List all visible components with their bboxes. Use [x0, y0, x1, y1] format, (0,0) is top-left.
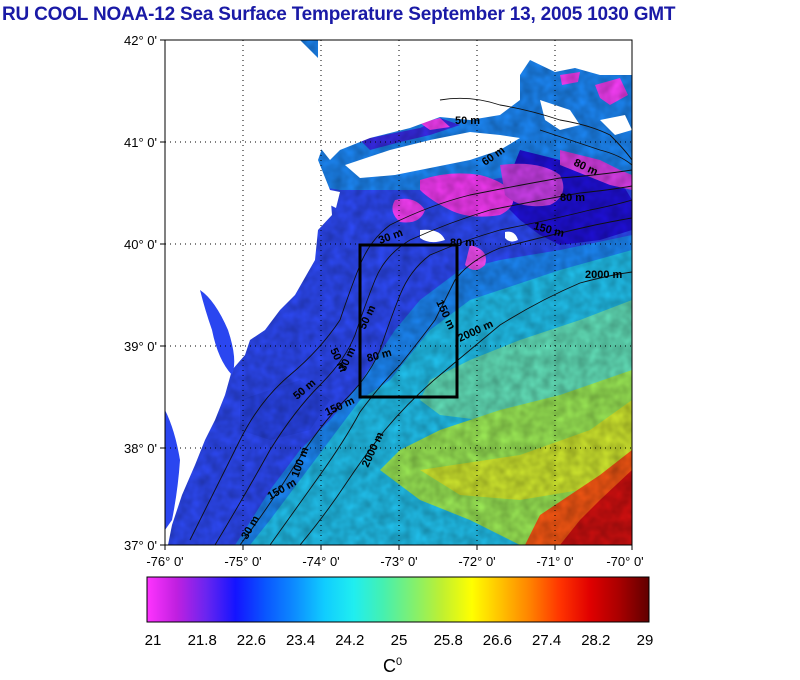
land-long-island: [345, 132, 520, 178]
contour-shelf-north: [439, 97, 632, 161]
land-marthas-vineyard: [540, 100, 580, 130]
lat-label: 37° 0': [124, 538, 157, 553]
lat-label: 38° 0': [124, 441, 157, 456]
land-nantucket: [600, 115, 632, 135]
colorbar-tick-label: 29: [637, 632, 654, 649]
contour-shelf-north-2: [539, 129, 632, 166]
lat-label: 41° 0': [124, 135, 157, 150]
colorbar-frame: [146, 576, 650, 623]
map-title: RU COOL NOAA-12 Sea Surface Temperature …: [2, 4, 676, 25]
colorbar-tick-label: 27.4: [532, 632, 561, 649]
lon-label: -70° 0': [606, 554, 643, 569]
chesapeake-bay: [165, 410, 180, 530]
latitude-labels: 42° 0' 41° 0' 40° 0' 39° 0' 38° 0' 37° 0…: [124, 33, 157, 553]
colorbar-tick-label: 21: [145, 632, 162, 649]
lat-label: 39° 0': [124, 339, 157, 354]
contour-150m: [269, 217, 632, 545]
delaware-bay: [200, 290, 235, 375]
lon-label: -71° 0': [536, 554, 573, 569]
colorbar-tick-label: 28.2: [581, 632, 610, 649]
colorbar-tick-label: 22.6: [237, 632, 266, 649]
colorbar-tick-label: 21.8: [188, 632, 217, 649]
colorbar-tick-label: 24.2: [335, 632, 364, 649]
lon-label: -75° 0': [224, 554, 261, 569]
lat-label: 42° 0': [124, 33, 157, 48]
contour-2000m: [299, 271, 632, 545]
cloud-patch-2: [505, 231, 518, 242]
lon-label: -73° 0': [380, 554, 417, 569]
lon-label: -72° 0': [458, 554, 495, 569]
contour-label: 80 m: [450, 237, 475, 249]
colorbar-tick-label: 25.8: [434, 632, 463, 649]
land-new-england: [318, 40, 632, 160]
study-area-box: [358, 243, 459, 399]
longitude-labels: -76° 0' -75° 0' -74° 0' -73° 0' -72° 0' …: [146, 554, 643, 569]
contour-50m: [214, 185, 632, 545]
contour-label: 2000 m: [585, 269, 623, 281]
colorbar-unit: C0: [383, 656, 403, 676]
contour-80m: [239, 199, 632, 545]
land-ny-harbor: [328, 190, 340, 208]
lat-label: 40° 0': [124, 237, 157, 252]
lon-label: -76° 0': [146, 554, 183, 569]
graticule: [165, 40, 632, 545]
colorbar-tick-label: 26.6: [483, 632, 512, 649]
lon-label: -74° 0': [302, 554, 339, 569]
bathymetry-contours: [189, 97, 632, 545]
colorbar-ticks: 21 21.8 22.6 23.4 24.2 25 25.8 26.6 27.4 28.2 29: [145, 632, 654, 649]
land-mid-atlantic: [165, 40, 332, 545]
colorbar-tick-label: 23.4: [286, 632, 315, 649]
contour-label: 80 m: [560, 192, 585, 204]
axis-ticks: [160, 39, 633, 550]
colorbar-fill: [147, 577, 649, 622]
colorbar: 21 21.8 22.6 23.4 24.2 25 25.8 26.6 27.4 28.2 29: [145, 576, 654, 649]
colorbar-tick-label: 25: [391, 632, 408, 649]
contour-label: 50 m: [455, 115, 480, 127]
